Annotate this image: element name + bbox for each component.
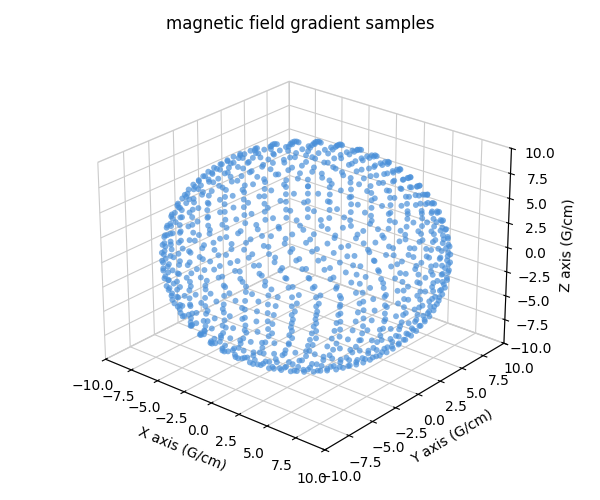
Y-axis label: Y axis (G/cm): Y axis (G/cm): [409, 407, 496, 467]
Title: magnetic field gradient samples: magnetic field gradient samples: [166, 15, 434, 33]
X-axis label: X axis (G/cm): X axis (G/cm): [136, 424, 228, 472]
